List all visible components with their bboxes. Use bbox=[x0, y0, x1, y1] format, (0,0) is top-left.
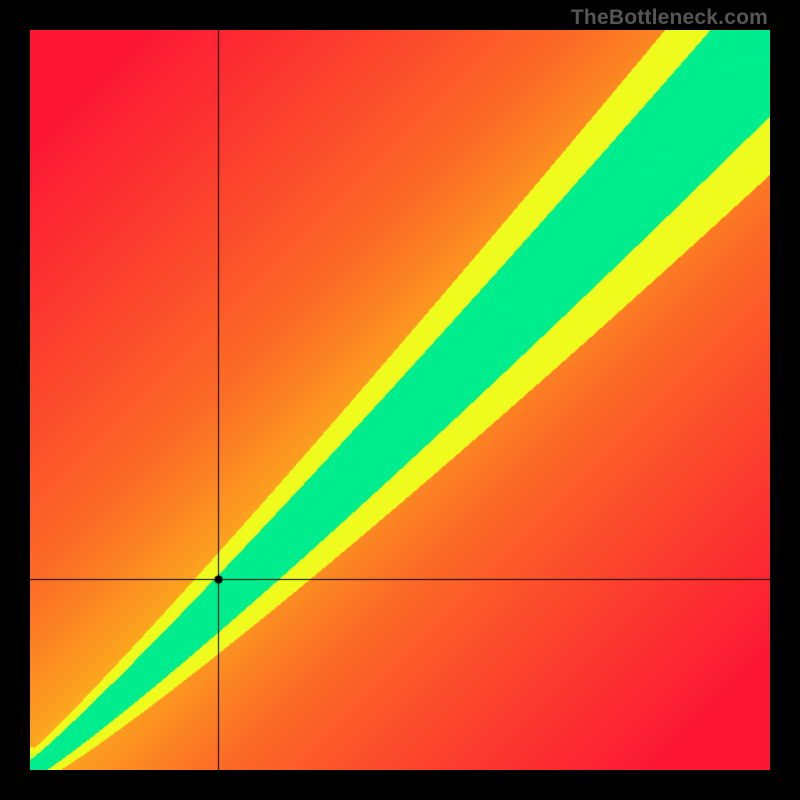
chart-container: TheBottleneck.com bbox=[0, 0, 800, 800]
watermark-text: TheBottleneck.com bbox=[571, 6, 768, 30]
heatmap-plot bbox=[30, 30, 770, 770]
heatmap-canvas bbox=[30, 30, 770, 770]
